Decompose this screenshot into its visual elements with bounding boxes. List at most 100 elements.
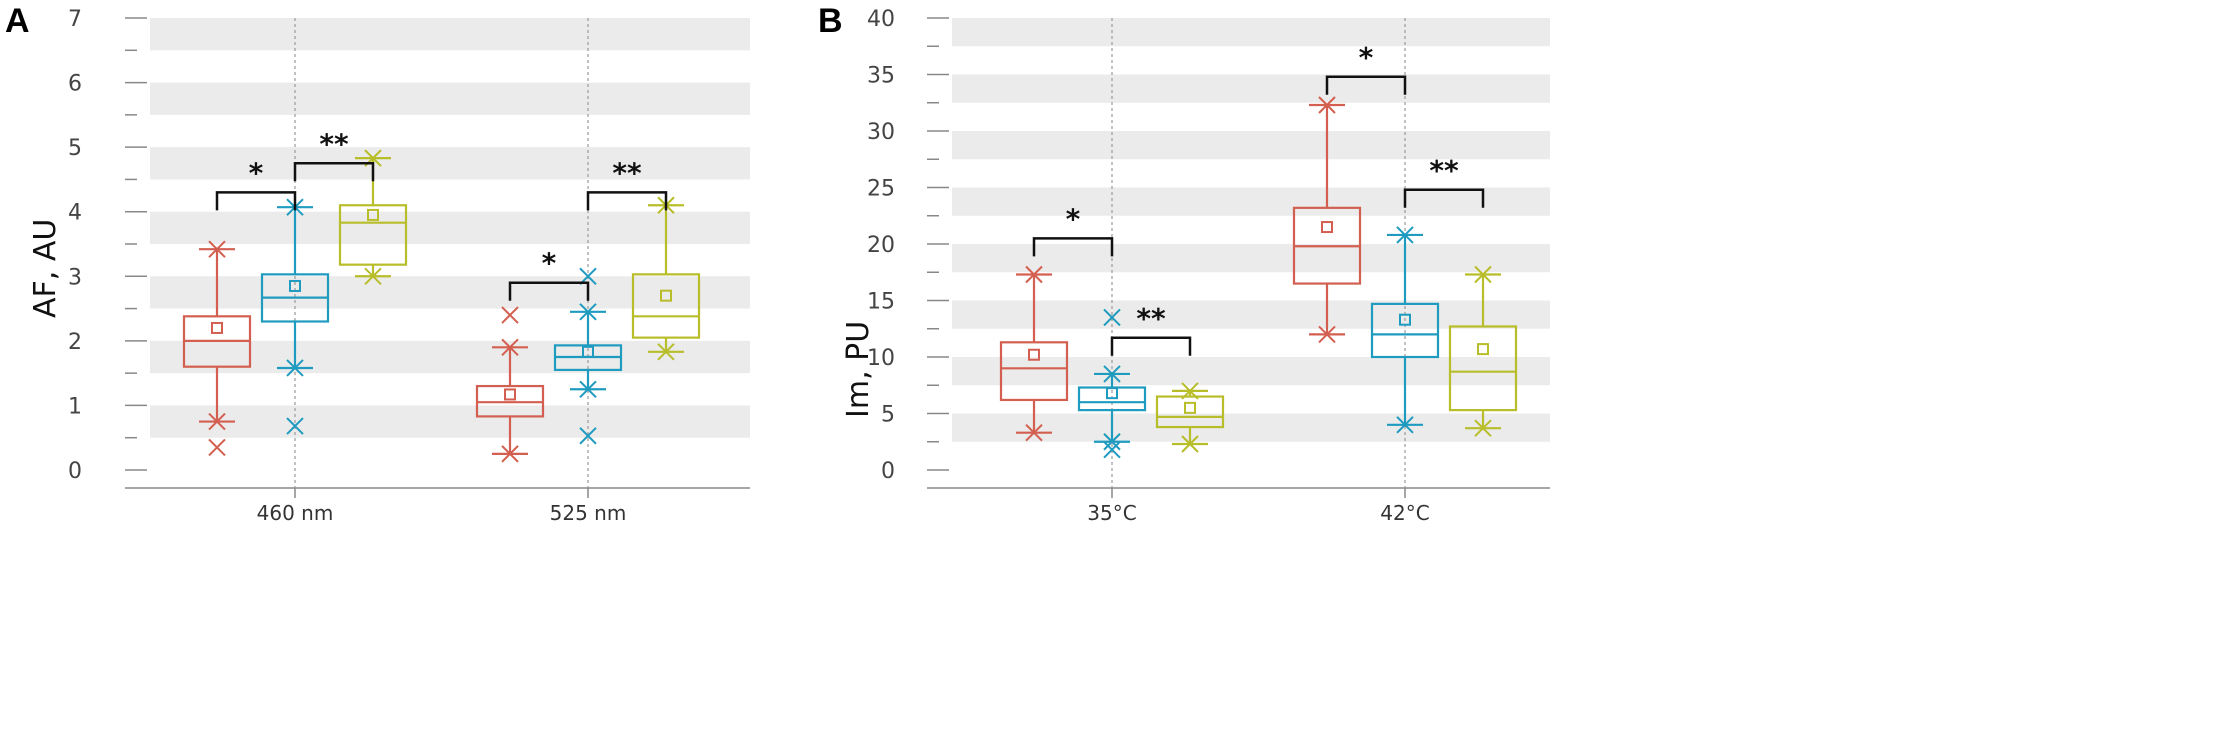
mean-marker — [367, 208, 379, 221]
y-tick-label: 30 — [867, 120, 895, 145]
extreme-marker-min — [1025, 424, 1043, 442]
box-plot — [1370, 226, 1440, 434]
x-tick-label: 35°C — [1087, 501, 1136, 525]
box-plot — [338, 149, 408, 285]
box-plot — [631, 196, 701, 361]
significance-label: ** — [1429, 154, 1459, 187]
grid-band — [952, 131, 1550, 160]
box-plot — [999, 265, 1069, 442]
significance-label: * — [249, 156, 264, 189]
extreme-marker-min — [1396, 416, 1414, 434]
mean-marker — [1399, 313, 1411, 326]
box-plot — [1155, 382, 1225, 453]
outlier-marker — [1103, 440, 1121, 459]
y-tick-label: 35 — [867, 64, 895, 89]
extreme-marker-min — [579, 380, 597, 398]
extreme-marker-max — [1103, 365, 1121, 383]
y-tick-label: 5 — [881, 403, 895, 428]
extreme-marker-max — [1396, 226, 1414, 244]
extreme-marker-min — [1318, 325, 1336, 344]
y-tick-label: 0 — [881, 459, 895, 484]
y-tick-label: 20 — [867, 233, 895, 258]
significance-bracket — [1032, 237, 1114, 257]
y-axis-label: Im, PU — [841, 321, 876, 418]
significance-label: ** — [612, 156, 642, 189]
grid-band — [150, 276, 750, 309]
y-tick-label: 3 — [68, 265, 82, 290]
grid-band — [150, 147, 750, 180]
mean-marker — [1028, 348, 1040, 361]
grid-band — [952, 244, 1550, 273]
box-plot — [475, 306, 545, 463]
x-tick-label: 525 nm — [550, 501, 627, 525]
significance-bracket — [1110, 336, 1192, 356]
extreme-marker-max — [208, 240, 226, 258]
box-plot — [1077, 308, 1147, 459]
x-tick-label: 42°C — [1380, 501, 1429, 525]
extreme-marker-max — [1025, 265, 1043, 284]
extreme-marker-min — [501, 445, 519, 463]
x-tick-label: 460 nm — [257, 501, 334, 525]
extreme-marker-max — [579, 303, 597, 321]
mean-marker — [582, 345, 594, 358]
extreme-marker-max — [501, 338, 519, 357]
significance-label: * — [1359, 41, 1374, 74]
box-iqr — [1155, 395, 1225, 429]
box-iqr — [999, 341, 1069, 402]
box-plot — [182, 240, 252, 457]
y-tick-label: 7 — [68, 7, 82, 32]
extreme-marker-min — [208, 412, 226, 431]
significance-bracket — [215, 191, 297, 211]
outlier-marker — [579, 427, 597, 445]
significance-bracket — [1403, 188, 1485, 208]
extreme-marker-max — [1474, 265, 1492, 284]
box-plot — [553, 267, 623, 445]
outlier-marker — [208, 438, 226, 457]
y-tick-label: 10 — [867, 346, 895, 371]
y-tick-label: 25 — [867, 177, 895, 202]
panel-label: B — [818, 2, 843, 40]
box-iqr — [1370, 302, 1440, 359]
grid-band — [150, 405, 750, 438]
significance-label: ** — [1136, 302, 1166, 335]
mean-marker — [1477, 343, 1489, 356]
grid-band — [952, 18, 1550, 47]
y-axis-label: AF, AU — [28, 219, 63, 318]
mean-marker — [504, 388, 516, 401]
box-iqr — [1448, 325, 1518, 412]
grid-band — [150, 82, 750, 115]
extreme-marker-min — [1474, 419, 1492, 437]
y-tick-label: 5 — [68, 136, 82, 161]
panel-label: A — [5, 2, 30, 40]
extreme-marker-min — [657, 343, 675, 361]
significance-bracket — [1325, 75, 1407, 95]
grid-band — [952, 187, 1550, 216]
significance-label: * — [542, 247, 557, 280]
mean-marker — [211, 321, 223, 334]
grid-band — [952, 74, 1550, 103]
y-tick-label: 0 — [68, 459, 82, 484]
y-tick-label: 40 — [867, 7, 895, 32]
extreme-marker-min — [1103, 433, 1121, 451]
significance-bracket — [293, 162, 375, 182]
significance-label: * — [1066, 202, 1081, 235]
significance-bracket — [586, 191, 668, 211]
grid-band — [150, 211, 750, 244]
mean-marker — [289, 279, 301, 292]
y-tick-label: 6 — [68, 72, 82, 97]
extreme-marker-min — [286, 359, 304, 377]
box-plot — [1292, 96, 1362, 344]
significance-bracket — [508, 281, 590, 301]
extreme-marker-min — [364, 267, 382, 285]
box-iqr — [631, 273, 701, 339]
y-tick-label: 2 — [68, 330, 82, 355]
outlier-marker — [501, 306, 519, 324]
mean-marker — [1184, 401, 1196, 414]
mean-marker — [1321, 221, 1333, 234]
box-plot — [1448, 265, 1518, 437]
y-tick-label: 4 — [68, 201, 82, 226]
extreme-marker-max — [1318, 96, 1336, 114]
